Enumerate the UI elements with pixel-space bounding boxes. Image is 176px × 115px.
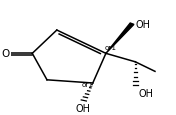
Text: OH: OH (135, 20, 150, 29)
Text: OH: OH (76, 103, 90, 113)
Polygon shape (106, 24, 134, 54)
Text: O: O (1, 49, 9, 59)
Text: OH: OH (139, 89, 154, 98)
Text: or1: or1 (81, 81, 93, 87)
Text: or1: or1 (104, 45, 116, 51)
